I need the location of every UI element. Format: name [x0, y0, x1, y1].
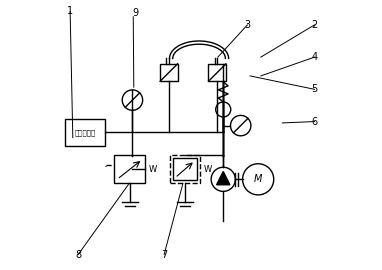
- Text: 7: 7: [161, 249, 167, 259]
- Text: 1: 1: [67, 6, 73, 16]
- Bar: [160, 64, 178, 81]
- Text: 6: 6: [311, 117, 317, 127]
- Bar: [209, 64, 226, 81]
- Bar: [170, 155, 201, 183]
- Bar: [115, 155, 145, 183]
- Text: M: M: [254, 174, 262, 184]
- Text: 2: 2: [311, 20, 318, 30]
- Text: 9: 9: [133, 8, 139, 18]
- Text: W: W: [149, 165, 157, 174]
- Text: 供压增压器: 供压增压器: [74, 129, 96, 136]
- Polygon shape: [217, 171, 230, 185]
- Text: 5: 5: [311, 84, 318, 94]
- Text: W: W: [204, 165, 212, 174]
- Text: 3: 3: [244, 20, 251, 30]
- Bar: [65, 119, 105, 146]
- Bar: [173, 158, 197, 180]
- Text: 8: 8: [75, 249, 81, 259]
- Text: 4: 4: [311, 52, 317, 62]
